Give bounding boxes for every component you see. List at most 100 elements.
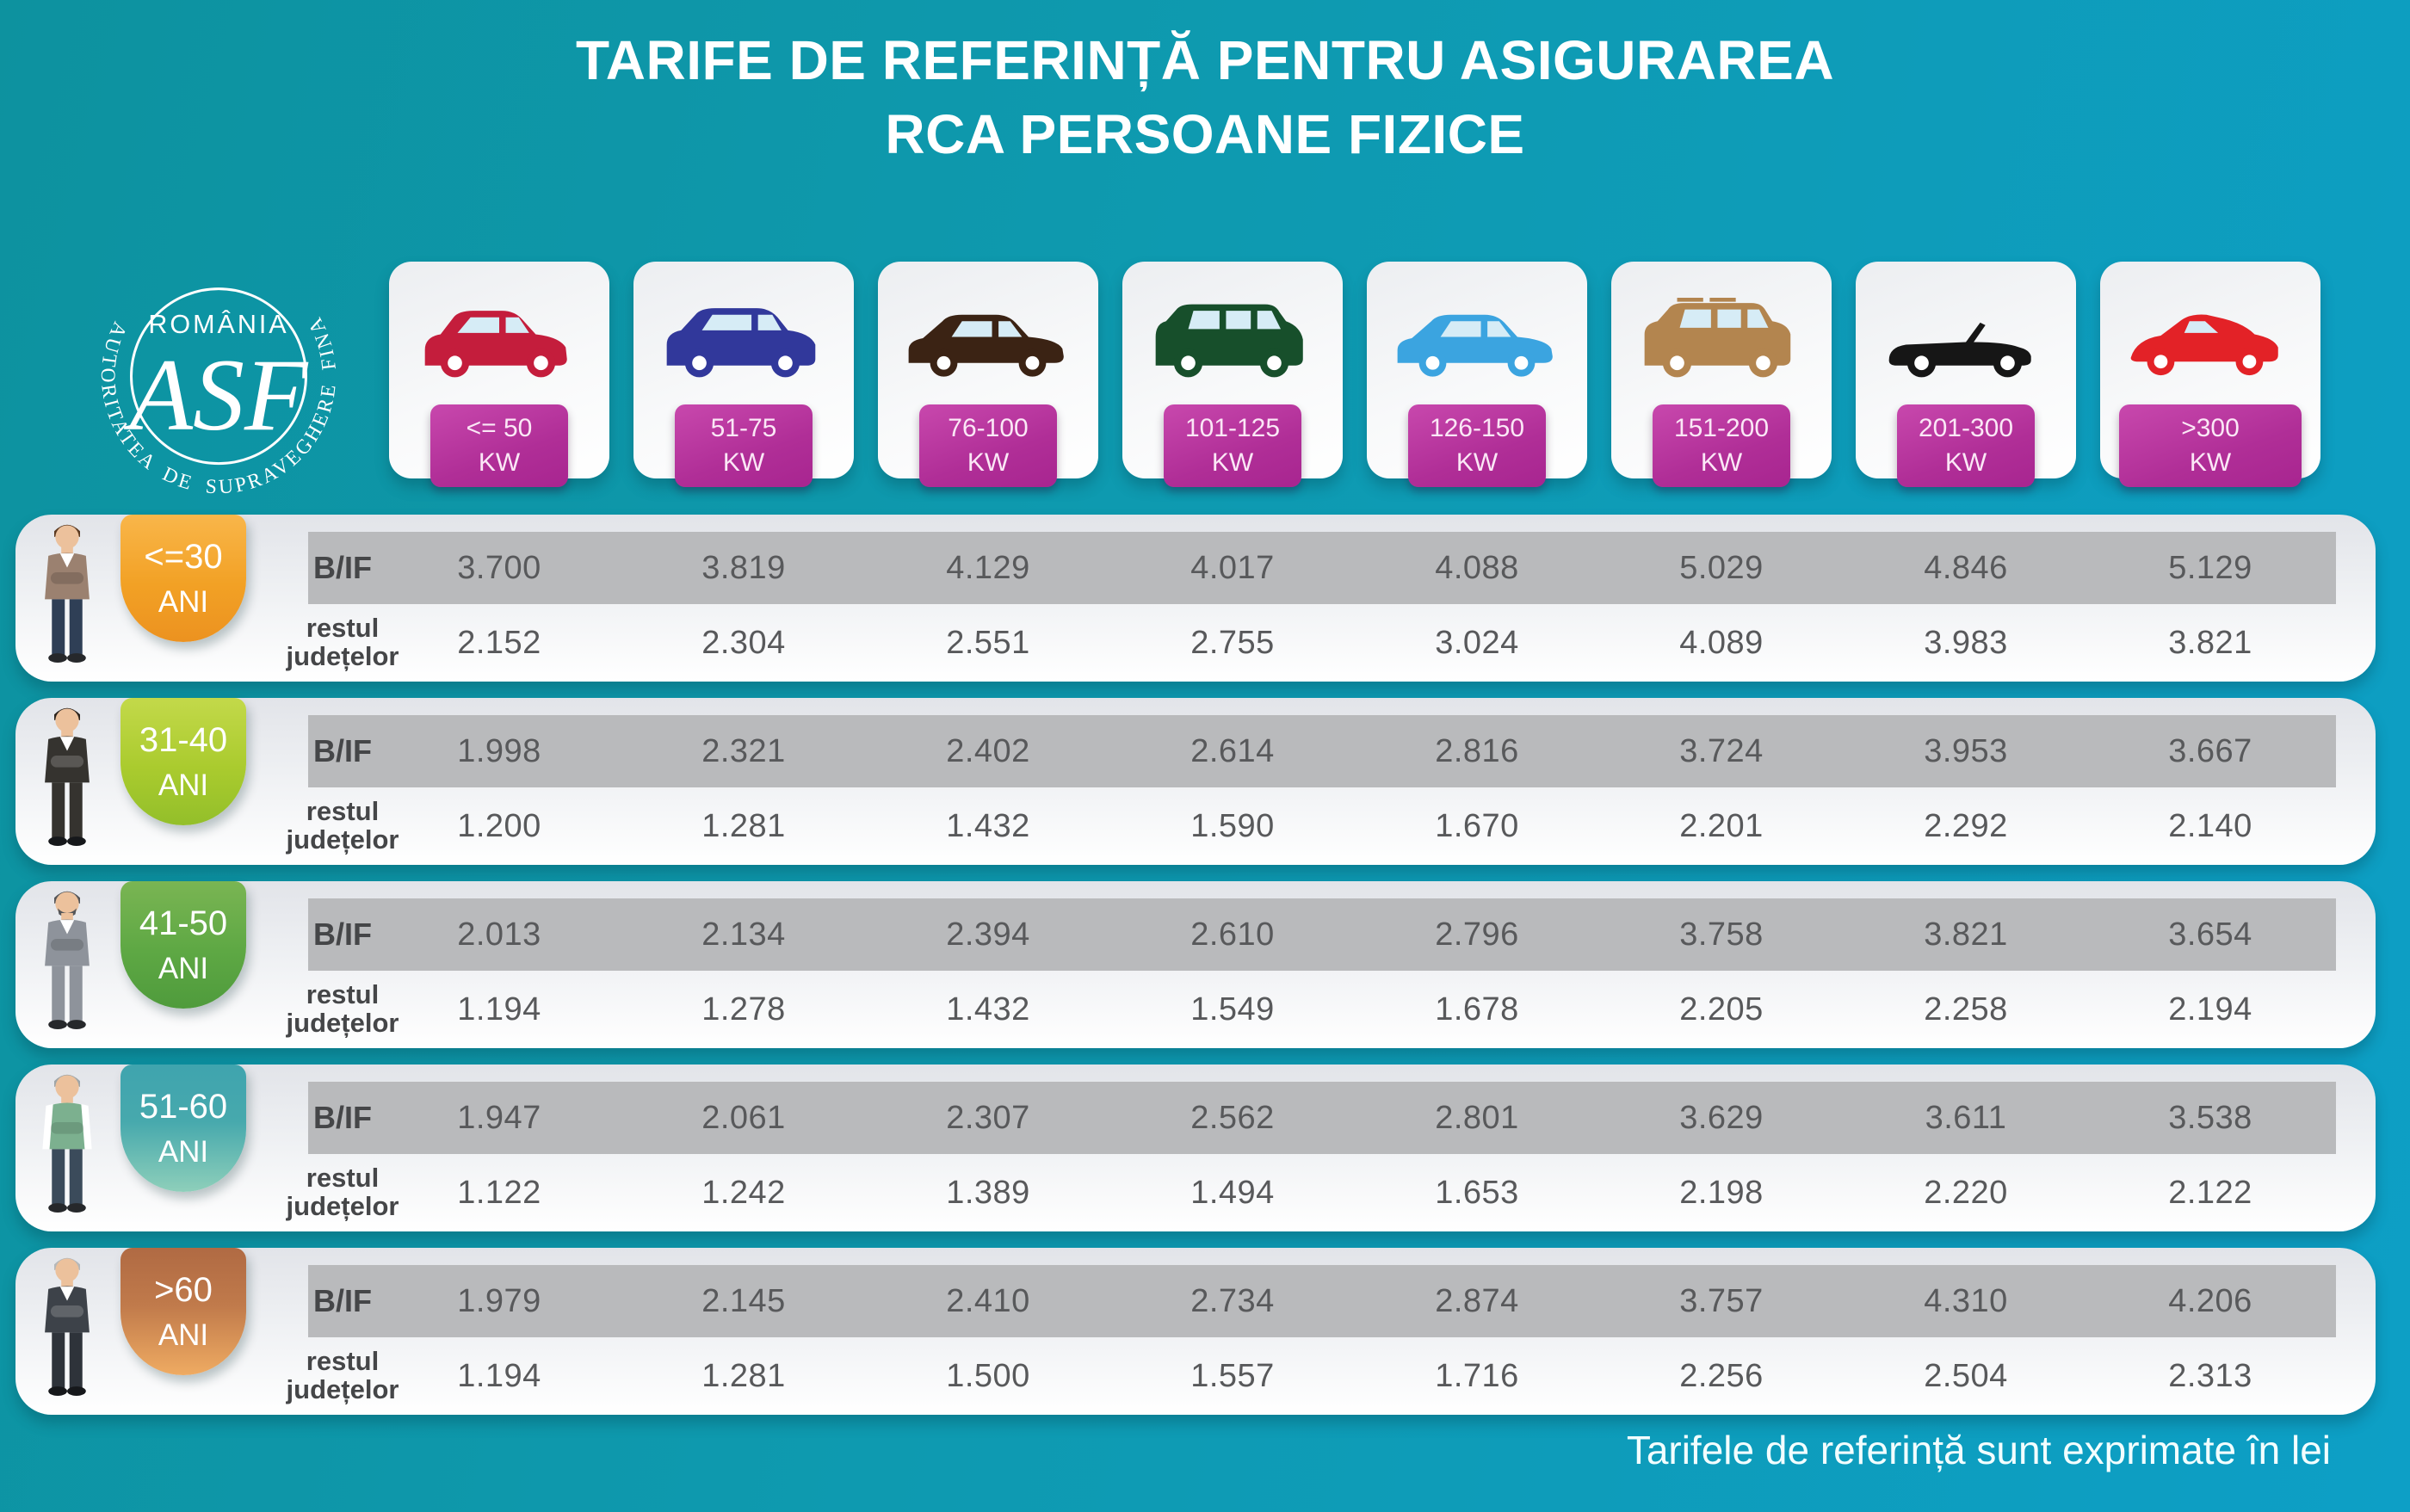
region-label-bif: B/IF (313, 550, 372, 585)
sedan-lightblue-icon (1397, 314, 1553, 377)
region-label-rest: restul județelor (286, 1346, 399, 1404)
tariff-cell: 2.258 (1924, 991, 2008, 1028)
tariff-cell: 2.801 (1435, 1099, 1519, 1136)
tariff-cell: 4.088 (1435, 549, 1519, 586)
kw-range: 76-100 (948, 413, 1029, 442)
tariff-cell: 3.983 (1924, 624, 2008, 661)
title-line2: RCA PERSOANE FIZICE (885, 103, 1525, 165)
age-row-41-50: 41-50 ANI B/IF restul județelor 2.013 2.… (15, 881, 2376, 1048)
minivan-darkgreen-icon (1155, 304, 1303, 378)
kw-range: 101-125 (1184, 413, 1281, 442)
man-20s-icon (15, 515, 119, 682)
man-50s-icon (15, 1065, 119, 1231)
age-row-51-60: 51-60 ANI B/IF restul județelor 1.947 2.… (15, 1065, 2376, 1231)
tariff-cell: 1.494 (1190, 1174, 1275, 1211)
tariff-cell: 1.653 (1435, 1174, 1519, 1211)
kw-range: 51-75 (710, 413, 777, 442)
page-title: TARIFE DE REFERINȚĂ PENTRU ASIGURAREA RC… (0, 33, 2410, 162)
currency-note: Tarifele de referință sunt exprimate în … (1626, 1428, 2331, 1472)
tariff-cell: 4.310 (1924, 1282, 2008, 1319)
tariff-cell: 1.500 (946, 1357, 1030, 1394)
tariff-cell: 1.432 (946, 807, 1030, 844)
tariff-cell: 3.611 (1925, 1099, 2007, 1136)
tariff-cell: 2.205 (1679, 991, 1764, 1028)
tariff-cell: 3.758 (1679, 916, 1764, 953)
tariff-cell: 1.200 (457, 807, 541, 844)
bif-band (308, 1082, 2336, 1154)
sportscar-red-icon (2130, 314, 2278, 376)
tariff-cell: 2.874 (1435, 1282, 1519, 1319)
age-badge: 41-50 ANI (120, 881, 246, 1009)
sedan-darkbrown-icon (908, 314, 1064, 377)
tariff-cell: 5.129 (2168, 549, 2252, 586)
kw-unit: KW (2189, 448, 2232, 477)
asf-logo: AUTORITATEA DE SUPRAVEGHERE FINANCIARĂ R… (36, 244, 392, 505)
kw-badge: 201-300 KW (1897, 404, 2035, 487)
tariff-cell: 2.061 (701, 1099, 786, 1136)
tariff-cell: 2.313 (2168, 1357, 2252, 1394)
kw-unit: KW (478, 448, 521, 477)
asf-logo-graphic: AUTORITATEA DE SUPRAVEGHERE FINANCIARĂ R… (36, 244, 338, 498)
tariff-cell: 3.667 (2168, 732, 2252, 769)
region-label-bif: B/IF (313, 1283, 372, 1318)
kw-range: 151-200 (1673, 413, 1770, 442)
age-range: 51-60 (139, 1087, 228, 1126)
tariff-cell: 3.821 (2168, 624, 2252, 661)
tariff-cell: 2.152 (457, 624, 541, 661)
tariff-cell: 1.678 (1435, 991, 1519, 1028)
age-badge: 51-60 ANI (120, 1065, 246, 1192)
tariff-cell: 2.614 (1190, 732, 1275, 769)
tariff-cell: 2.734 (1190, 1282, 1275, 1319)
tariff-cell: 1.194 (457, 991, 541, 1028)
tariff-cell: 2.610 (1190, 916, 1275, 953)
tariff-cell: 2.140 (2168, 807, 2252, 844)
crossover-blue-icon (666, 308, 816, 378)
tariff-cell: 3.024 (1435, 624, 1519, 661)
tariff-cell: 2.796 (1435, 916, 1519, 953)
tariff-cell: 1.557 (1190, 1357, 1275, 1394)
tariff-cell: 1.947 (457, 1099, 541, 1136)
tariff-cell: 2.562 (1190, 1099, 1275, 1136)
age-row-over60: >60 ANI B/IF restul județelor 1.979 2.14… (15, 1248, 2376, 1415)
tariff-cell: 1.278 (701, 991, 786, 1028)
region-label-rest: restul județelor (286, 1163, 399, 1221)
tariff-cell: 2.198 (1679, 1174, 1764, 1211)
tariff-cell: 4.017 (1190, 549, 1275, 586)
tariff-cell: 3.538 (2168, 1099, 2252, 1136)
age-range: 41-50 (139, 904, 228, 942)
tariff-cell: 4.129 (946, 549, 1030, 586)
kw-unit: KW (1700, 448, 1743, 477)
age-row-under30: <=30 ANI B/IF restul județelor 3.700 3.8… (15, 515, 2376, 682)
power-column-card: 101-125 KW (1122, 262, 1343, 487)
kw-unit: KW (1211, 448, 1254, 477)
tariff-cell: 1.998 (457, 732, 541, 769)
tariff-cell: 5.029 (1679, 549, 1764, 586)
age-unit: ANI (158, 768, 209, 802)
tariff-cell: 2.220 (1924, 1174, 2008, 1211)
tariff-cell: 1.432 (946, 991, 1030, 1028)
kw-badge: 151-200 KW (1653, 404, 1790, 487)
man-30s-icon (15, 698, 119, 865)
tariff-cell: 1.670 (1435, 807, 1519, 844)
tariff-cell: 2.013 (457, 916, 541, 953)
kw-range: >300 (2181, 413, 2240, 442)
city-car-red-icon (424, 311, 567, 378)
kw-range: 201-300 (1918, 413, 2014, 442)
bif-band (308, 1265, 2336, 1337)
tariff-cell: 2.551 (946, 624, 1030, 661)
power-column-card: 76-100 KW (878, 262, 1098, 487)
kw-range: 126-150 (1429, 413, 1525, 442)
age-unit: ANI (158, 1134, 209, 1169)
age-badge: >60 ANI (120, 1248, 246, 1375)
tariff-cell: 3.821 (1924, 916, 2008, 953)
tariff-cell: 2.307 (946, 1099, 1030, 1136)
tariff-cell: 3.654 (2168, 916, 2252, 953)
title-line1: TARIFE DE REFERINȚĂ PENTRU ASIGURAREA (575, 29, 1835, 91)
tariff-cell: 2.321 (701, 732, 786, 769)
region-label-rest: restul județelor (286, 979, 399, 1038)
suv-tan-icon (1644, 298, 1791, 378)
power-column-card: 201-300 KW (1856, 262, 2076, 487)
kw-badge: 101-125 KW (1164, 404, 1301, 487)
power-column-card: <= 50 KW (389, 262, 609, 487)
